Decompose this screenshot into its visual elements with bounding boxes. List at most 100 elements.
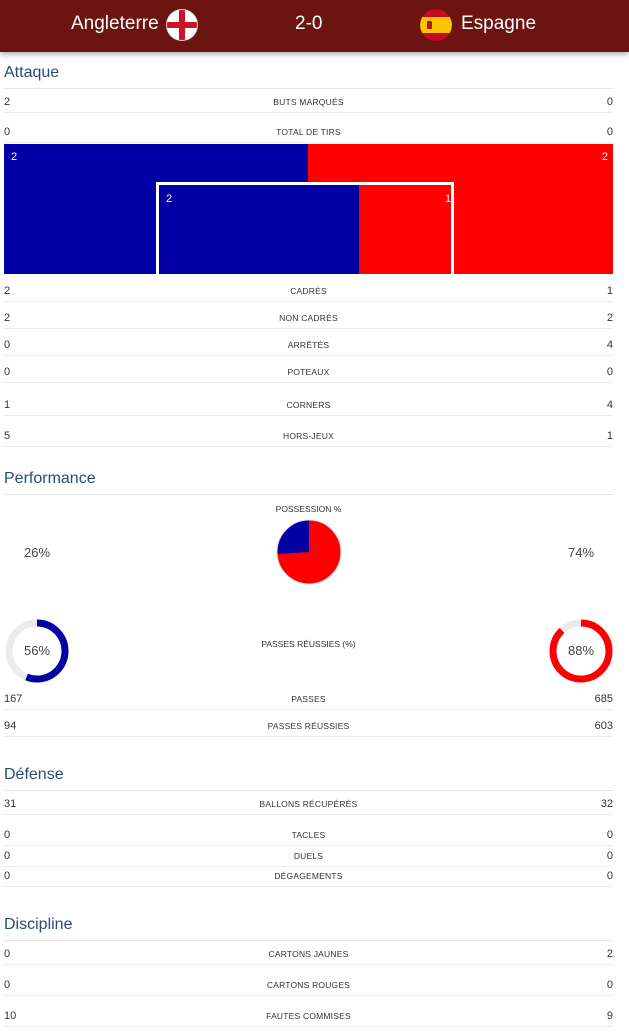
stat-row-total-tirs: 0 TOTAL DE TIRS 0 (4, 122, 613, 143)
england-flag-icon (166, 9, 198, 41)
stat-label: TOTAL DE TIRS (276, 127, 341, 137)
away-value: 4 (606, 399, 613, 411)
away-value: 2 (606, 948, 613, 960)
home-value: 0 (4, 339, 11, 351)
home-inside-area (159, 185, 359, 274)
away-value: 0 (606, 829, 613, 841)
home-value: 167 (4, 693, 23, 705)
stat-label: BUTS MARQUÉS (273, 97, 344, 107)
stat-label: PASSES RÉUSSIES (267, 721, 350, 731)
stat-label: DÉGAGEMENTS (274, 871, 343, 881)
stat-label: BALLONS RÉCUPÉRÉS (259, 799, 358, 809)
possession-pie-chart (276, 519, 342, 585)
away-value: 2 (606, 312, 613, 324)
stat-row-duels: 0 DUELS 0 (4, 846, 613, 867)
stat-row-hors-jeux: 5 HORS-JEUX 1 (4, 426, 613, 447)
shot-goal-map: 2 2 2 1 (4, 144, 613, 274)
away-value: 0 (606, 126, 613, 138)
home-value: 0 (4, 948, 11, 960)
divider (4, 790, 613, 791)
stat-label: CARTONS ROUGES (266, 980, 351, 990)
stat-label: ARRÊTÉS (287, 340, 330, 350)
pass-accuracy-label: PASSES RÉUSSIES (%) (261, 639, 356, 649)
home-value: 0 (4, 366, 11, 378)
stat-row-buts-marques: 2 BUTS MARQUÉS 0 (4, 92, 613, 113)
away-outside-shots: 2 (601, 151, 608, 163)
home-team-name[interactable]: Angleterre (71, 13, 159, 34)
possession-label: POSSESSION % (275, 504, 342, 514)
away-pass-accuracy-value: 88% (568, 643, 595, 658)
divider (4, 494, 613, 495)
stat-label: NON CADRÉS (279, 313, 338, 323)
stat-label: DUELS (293, 851, 324, 861)
away-value: 32 (600, 798, 613, 810)
stat-label: CORNERS (286, 400, 331, 410)
home-value: 5 (4, 430, 11, 442)
section-title-performance: Performance (4, 470, 96, 487)
home-possession-value: 26% (24, 545, 51, 560)
stat-row-fautes-commises: 10 FAUTES COMMISES 9 (4, 1006, 613, 1027)
away-accuracy-arc (549, 619, 613, 683)
stat-row-corners: 1 CORNERS 4 (4, 395, 613, 416)
away-value: 1 (606, 285, 613, 297)
home-pass-accuracy-donut (5, 619, 69, 683)
stat-label: FAUTES COMMISES (266, 1011, 351, 1021)
away-inside-shots: 1 (445, 193, 452, 205)
away-pass-accuracy-donut (549, 619, 613, 683)
stat-row-non-cadres: 2 NON CADRÉS 2 (4, 308, 613, 329)
stat-label: PASSES (291, 694, 326, 704)
away-value: 4 (606, 339, 613, 351)
section-title-discipline: Discipline (4, 916, 73, 933)
home-value: 0 (4, 126, 11, 138)
away-value: 0 (606, 96, 613, 108)
away-value: 0 (606, 979, 613, 991)
home-value: 0 (4, 829, 11, 841)
home-pass-accuracy-value: 56% (24, 643, 51, 658)
away-value: 0 (606, 366, 613, 378)
spain-flag-icon (420, 9, 452, 41)
stat-row-passes: 167 PASSES 685 (4, 689, 613, 710)
home-value: 2 (4, 312, 11, 324)
home-value: 0 (4, 850, 11, 862)
stat-row-tacles: 0 TACLES 0 (4, 825, 613, 846)
goal-frame (156, 182, 454, 274)
away-value: 0 (606, 850, 613, 862)
stat-row-degagements: 0 DÉGAGEMENTS 0 (4, 866, 613, 887)
home-inside-shots: 2 (166, 193, 173, 205)
away-value: 1 (606, 430, 613, 442)
away-value: 685 (594, 693, 613, 705)
section-title-attaque: Attaque (4, 64, 60, 81)
stat-label: POTEAUX (287, 367, 330, 377)
stat-row-passes-reussies: 94 PASSES RÉUSSIES 603 (4, 716, 613, 737)
stat-label: CARTONS JAUNES (268, 949, 349, 959)
stat-row-ballons-recuperes: 31 BALLONS RÉCUPÉRÉS 32 (4, 794, 613, 815)
stat-row-cartons-jaunes: 0 CARTONS JAUNES 2 (4, 944, 613, 965)
section-title-defense: Défense (4, 766, 64, 783)
home-value: 94 (4, 720, 17, 732)
pie-outline (276, 519, 342, 585)
stat-row-poteaux: 0 POTEAUX 0 (4, 362, 613, 383)
home-value: 0 (4, 979, 11, 991)
divider (4, 88, 613, 89)
home-possession-slice (276, 520, 309, 555)
stat-label: CADRÉS (290, 286, 327, 296)
stat-label: TACLES (291, 830, 326, 840)
home-outside-shots: 2 (11, 151, 18, 163)
match-header: Angleterre 2-0 Espagne (0, 0, 629, 52)
stat-row-arretes: 0 ARRÊTÉS 4 (4, 335, 613, 356)
match-score: 2-0 (295, 13, 323, 34)
stat-row-cartons-rouges: 0 CARTONS ROUGES 0 (4, 975, 613, 996)
home-value: 10 (4, 1010, 17, 1022)
away-possession-value: 74% (568, 545, 595, 560)
home-value: 0 (4, 870, 11, 882)
away-team-name[interactable]: Espagne (461, 13, 537, 34)
home-value: 1 (4, 399, 11, 411)
away-value: 0 (606, 870, 613, 882)
away-value: 603 (594, 720, 613, 732)
home-value: 31 (4, 798, 17, 810)
home-accuracy-arc (5, 619, 69, 683)
stat-row-cadres: 2 CADRÉS 1 (4, 281, 613, 302)
home-value: 2 (4, 285, 11, 297)
home-value: 2 (4, 96, 11, 108)
stat-label: HORS-JEUX (283, 431, 334, 441)
